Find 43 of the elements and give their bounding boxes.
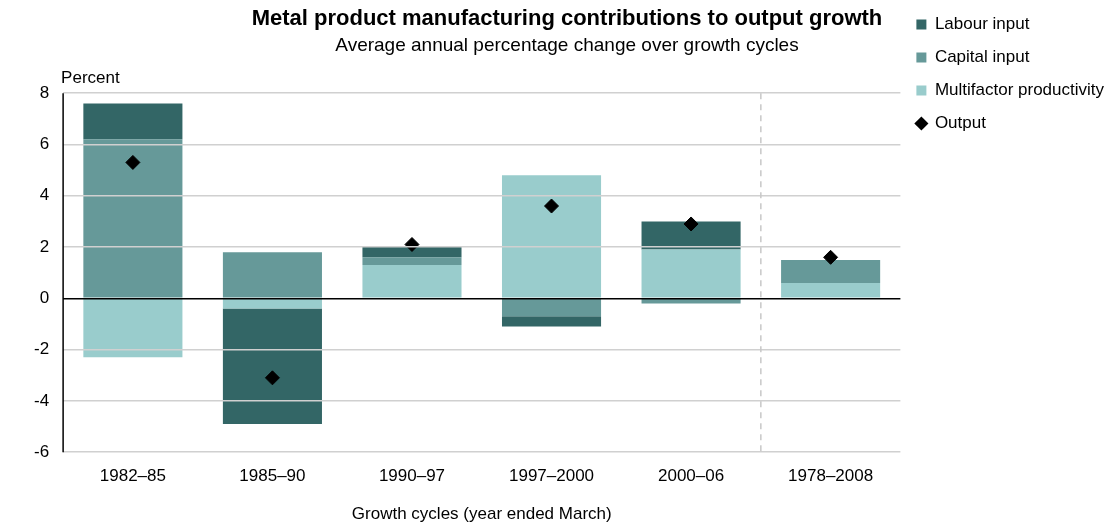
legend-label: Output <box>934 113 987 133</box>
bar <box>83 139 183 298</box>
legend-label: Multifactor productivity <box>934 80 1105 100</box>
point <box>264 370 280 386</box>
y-tick-label: -2 <box>33 339 50 359</box>
x-axis-title: Growth cycles (year ended March) <box>351 504 612 524</box>
bar <box>222 308 322 424</box>
y-tick-label: 4 <box>39 185 50 205</box>
bar <box>501 316 602 327</box>
x-tick-label: 2000–06 <box>657 466 725 486</box>
y-tick-label: -6 <box>33 441 50 461</box>
bar <box>501 299 602 317</box>
y-tick-label: 6 <box>39 134 50 154</box>
bar <box>83 299 183 358</box>
chart-subtitle: Average annual percentage change over growth cycles <box>335 34 799 56</box>
bar <box>781 259 881 283</box>
bar <box>641 221 741 250</box>
bar <box>781 282 881 298</box>
bar <box>362 257 462 266</box>
x-tick-label: 1985–90 <box>239 466 306 486</box>
legend-label: Capital input <box>934 47 1030 67</box>
point <box>683 216 699 232</box>
x-tick-label: 1990–97 <box>378 466 446 486</box>
bar <box>641 249 741 298</box>
x-tick-label: 1982–85 <box>99 466 166 486</box>
chart-title: Metal product manufacturing contributions to output growth <box>251 5 883 31</box>
bar <box>501 175 602 298</box>
point <box>404 236 420 252</box>
y-tick-label: 2 <box>39 236 50 256</box>
legend-label: Labour input <box>934 14 1030 34</box>
x-tick-label: 1997–2000 <box>508 466 595 486</box>
point <box>544 198 560 214</box>
bar <box>222 299 322 309</box>
bar <box>362 265 462 298</box>
y-tick-label: 0 <box>39 288 50 308</box>
x-tick-label: 1978–2008 <box>788 466 874 486</box>
y-tick-label: -4 <box>33 390 50 410</box>
point <box>823 249 839 265</box>
bar <box>83 103 183 140</box>
y-axis-title: Percent <box>61 68 120 88</box>
point <box>125 154 141 170</box>
y-tick-label: 8 <box>39 82 50 102</box>
bar <box>222 252 322 298</box>
